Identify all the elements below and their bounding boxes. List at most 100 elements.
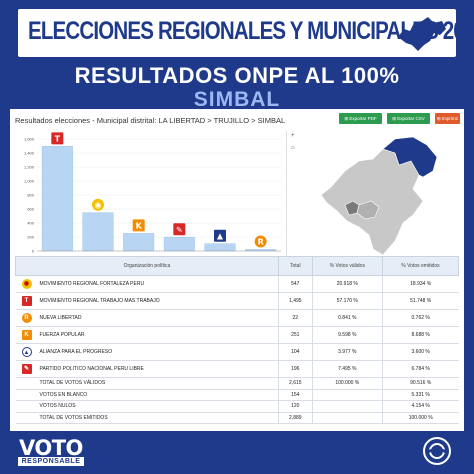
party-total: 104 (277, 343, 313, 361)
summary-name: VOTOS EN BLANCO (37, 389, 279, 401)
party-valid: 3.977 % (311, 343, 383, 361)
party-valid: 20.918 % (311, 275, 383, 293)
export-csv-button[interactable]: ⊞ Exportar CSV (387, 113, 430, 124)
party-valid: 9.598 % (311, 326, 383, 344)
bar-party-logo (51, 132, 64, 145)
party-total: 196 (277, 360, 313, 378)
summary-valid (311, 412, 383, 424)
bar-party-logo (92, 198, 104, 211)
bar-party-logo-glyph: T (55, 134, 61, 143)
summary-valid (311, 400, 383, 413)
home-button[interactable]: ⌂ (291, 145, 295, 151)
fuerza-popular-logo-icon: K (21, 330, 32, 340)
summary-name: TOTAL DE VOTOS VÁLIDOS (37, 377, 279, 390)
party-name: FUERZA POPULAR (37, 326, 279, 344)
bar (204, 243, 236, 252)
bar-party-logo (132, 219, 145, 232)
logo-voto-text: VOTO (19, 436, 83, 460)
banner-title: ELECCIONES REGIONALES Y MUNICIPALES 2022 (28, 17, 474, 45)
logo-responsable-text: RESPONSABLE (18, 457, 84, 466)
party-name: MOVIMIENTO REGIONAL TRABAJO MAS TRABAJO (37, 292, 279, 310)
party-emitted: 8.688 % (381, 326, 459, 344)
summary-emitted: 90.516 % (381, 377, 459, 390)
bar (163, 237, 195, 252)
party-total: 547 (277, 275, 313, 293)
summary-row: VOTOS EN BLANCO 154 5.331 % (15, 389, 459, 401)
party-emitted: 3.600 % (381, 343, 459, 361)
col-total: Total (277, 256, 313, 276)
results-bar-chart: 1,600 1,400 1,200 1,000 800 600 400 200 0 T ◉ K ✎ ▲ R (24, 132, 281, 254)
onpe-logo-icon (423, 437, 451, 465)
summary-row: TOTAL DE VOTOS VÁLIDOS 2,615 100.000 % 9… (15, 377, 459, 390)
app-logo-icon: ▲ (21, 347, 32, 357)
table-row: T MOVIMIENTO REGIONAL TRABAJO MAS TRABAJ… (15, 292, 459, 310)
province-map-shape (320, 136, 438, 256)
col-organization: Organización política (15, 256, 279, 276)
summary-valid: 100.000 % (311, 377, 383, 390)
y-tick-label: 1,000 (24, 179, 35, 184)
party-name: PARTIDO POLITICO NACIONAL PERU LIBRE (37, 360, 279, 378)
party-name: NUEVA LIBERTAD (37, 309, 279, 327)
party-name: MOVIMIENTO REGIONAL FORTALEZA PERU (37, 275, 279, 293)
table-row: ◉ MOVIMIENTO REGIONAL FORTALEZA PERU 547… (15, 275, 459, 293)
party-emitted: 6.784 % (381, 360, 459, 378)
table-row: K FUERZA POPULAR 251 9.598 % 8.688 % (15, 326, 459, 344)
party-total: 22 (277, 309, 313, 327)
y-tick-label: 1,600 (24, 137, 35, 142)
summary-name: VOTOS NULOS (37, 400, 279, 413)
summary-total: 154 (277, 389, 313, 401)
la-libertad-map-icon (398, 17, 446, 51)
party-valid: 57.170 % (311, 292, 383, 310)
summary-total: 120 (277, 400, 313, 413)
col-valid: % Votos válidos (311, 256, 383, 276)
party-emitted: 0.762 % (381, 309, 459, 327)
results-panel: Resultados elecciones - Municipal distri… (10, 109, 464, 431)
party-emitted: 18.934 % (381, 275, 459, 293)
bar (82, 212, 114, 252)
party-valid: 7.495 % (311, 360, 383, 378)
table-row: ▲ ALIANZA PARA EL PROGRESO 104 3.977 % 3… (15, 343, 459, 361)
district-map[interactable]: + ⌂ (286, 131, 460, 259)
summary-row: VOTOS NULOS 120 4.154 % (15, 400, 459, 413)
bar (41, 146, 73, 252)
summary-total: 2,615 (277, 377, 313, 390)
y-tick-label: 200 (27, 235, 34, 240)
fortaleza-logo-icon: ◉ (21, 279, 32, 289)
zoom-in-button[interactable]: + (291, 133, 295, 139)
banner: ELECCIONES REGIONALES Y MUNICIPALES 2022 (18, 9, 474, 57)
summary-emitted: 100.000 % (381, 412, 459, 424)
party-total: 251 (277, 326, 313, 344)
bar-party-logo-glyph: ▲ (217, 232, 224, 241)
bar-party-logo-glyph: R (258, 237, 264, 246)
party-name: ALIANZA PARA EL PROGRESO (37, 343, 279, 361)
summary-total: 2,889 (277, 412, 313, 424)
headline-results: RESULTADOS ONPE AL 100% (74, 63, 400, 88)
party-total: 1,495 (277, 292, 313, 310)
y-tick-label: 1,200 (24, 165, 35, 170)
bar (123, 233, 155, 252)
print-button[interactable]: ⊞ Imprimir (435, 113, 460, 124)
y-tick-label: 1,400 (24, 151, 35, 156)
summary-valid (311, 389, 383, 401)
voto-responsable-logo: VOTO RESPONSABLE (18, 436, 94, 466)
summary-emitted: 4.154 % (381, 400, 459, 413)
party-emitted: 51.748 % (381, 292, 459, 310)
y-tick-label: 400 (27, 221, 34, 226)
bar-party-logo (173, 223, 186, 236)
y-tick-label: 600 (27, 207, 34, 212)
table-row: ✎ PARTIDO POLITICO NACIONAL PERU LIBRE 1… (15, 360, 459, 378)
y-tick-label: 0 (32, 249, 35, 254)
y-tick-label: 800 (27, 193, 34, 198)
headline-district: SIMBAL (193, 88, 281, 111)
export-pdf-button[interactable]: ⊞ Exportar PDF (339, 113, 382, 124)
table-row: R NUEVA LIBERTAD 22 0.841 % 0.762 % (15, 309, 459, 327)
bar-party-logo (214, 229, 226, 242)
summary-name: TOTAL DE VOTOS EMITIDOS (37, 412, 279, 424)
results-table: Organización política Total % Votos váli… (15, 256, 460, 424)
peru-libre-logo-icon: ✎ (21, 364, 32, 374)
party-valid: 0.841 % (311, 309, 383, 327)
summary-emitted: 5.331 % (381, 389, 459, 401)
bar-party-logo-glyph: ✎ (176, 225, 183, 234)
trabajo-logo-icon: T (21, 296, 32, 306)
summary-row: TOTAL DE VOTOS EMITIDOS 2,889 100.000 % (15, 412, 459, 424)
